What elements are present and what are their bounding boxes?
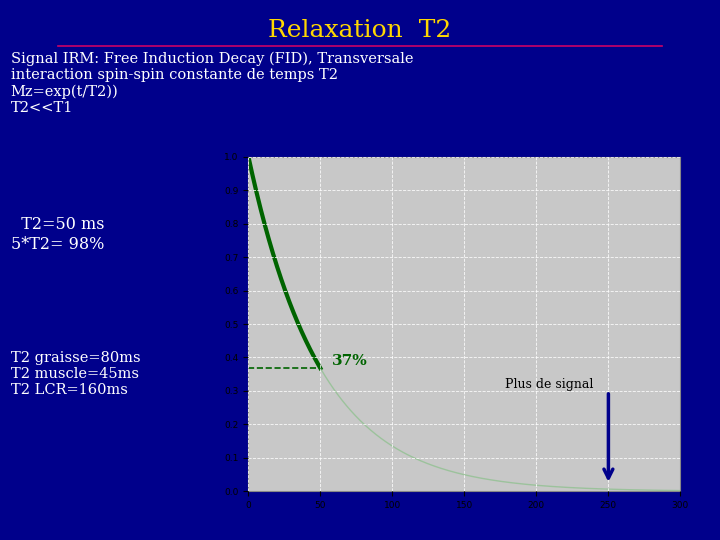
Text: 37%: 37% [332, 354, 368, 368]
Text: T2 graisse=80ms
T2 muscle=45ms
T2 LCR=160ms: T2 graisse=80ms T2 muscle=45ms T2 LCR=16… [11, 351, 140, 397]
Text: Signal IRM: Free Induction Decay (FID), Transversale
interaction spin-spin const: Signal IRM: Free Induction Decay (FID), … [11, 51, 413, 115]
Text: Relaxation  T2: Relaxation T2 [269, 19, 451, 42]
Text: Plus de signal: Plus de signal [505, 377, 593, 390]
Text: T2=50 ms
5*T2= 98%: T2=50 ms 5*T2= 98% [11, 216, 104, 253]
